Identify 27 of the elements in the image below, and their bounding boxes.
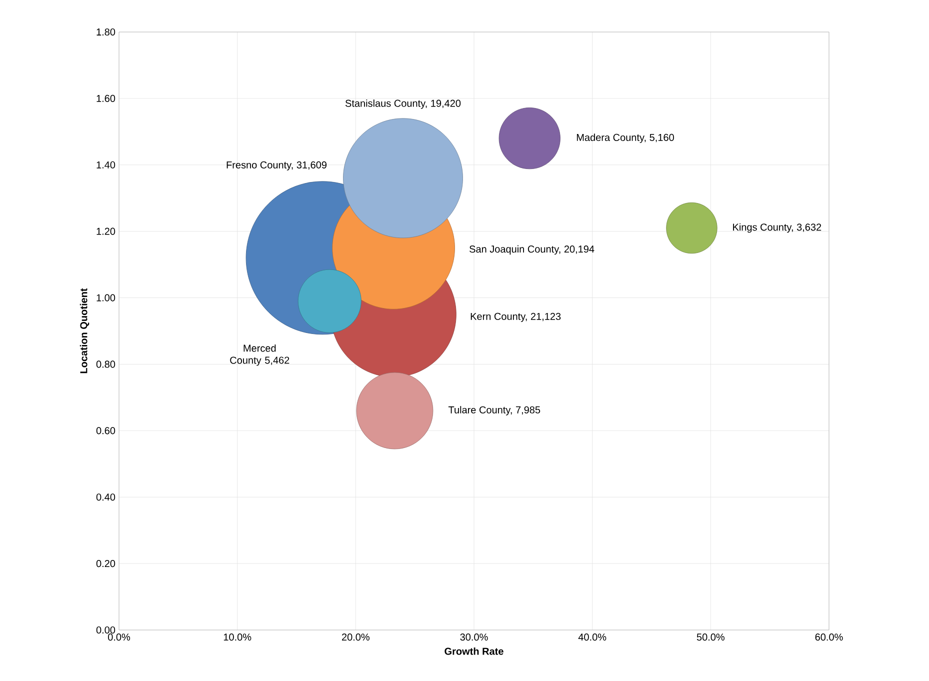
x-tick-label: 40.0% <box>578 634 606 641</box>
annotation: Tulare County, 7,985 <box>448 406 540 416</box>
x-tick-label: 10.0% <box>224 634 252 641</box>
y-axis-title: Location Quotient <box>80 288 90 374</box>
y-tick-label: 1.00 <box>96 294 116 302</box>
annotation: Stanislaus County, 19,420 <box>345 100 461 109</box>
annotation: San Joaquin County, 20,194 <box>470 245 594 255</box>
x-tick-label: 20.0% <box>342 634 370 641</box>
annotation: Fresno County, 31,609 <box>226 161 327 170</box>
x-tick-label: 30.0% <box>460 634 488 641</box>
annotation: Kern County, 21,123 <box>470 312 561 322</box>
annotation: Kings County, 3,632 <box>733 223 822 233</box>
x-tick-label: 50.0% <box>696 634 724 641</box>
y-tick-label: 1.60 <box>96 94 116 102</box>
x-tick-label: 60.0% <box>815 634 843 641</box>
y-tick-label: 0.60 <box>96 427 116 434</box>
y-tick-label: 1.40 <box>96 161 116 168</box>
x-tick-label: 0.0% <box>108 634 130 641</box>
y-tick-label: 0.20 <box>96 560 116 568</box>
y-tick-label: 0.80 <box>96 360 116 368</box>
y-tick-label: 1.20 <box>96 228 116 235</box>
y-tick-label: 0.40 <box>96 494 116 501</box>
y-tick-label: 1.80 <box>96 28 116 36</box>
annotation: Madera County, 5,160 <box>576 134 674 143</box>
annotation: Merced County 5,462 <box>230 344 290 366</box>
y-tick-label: 0.00 <box>96 626 116 634</box>
x-axis-title: Growth Rate <box>444 647 504 655</box>
